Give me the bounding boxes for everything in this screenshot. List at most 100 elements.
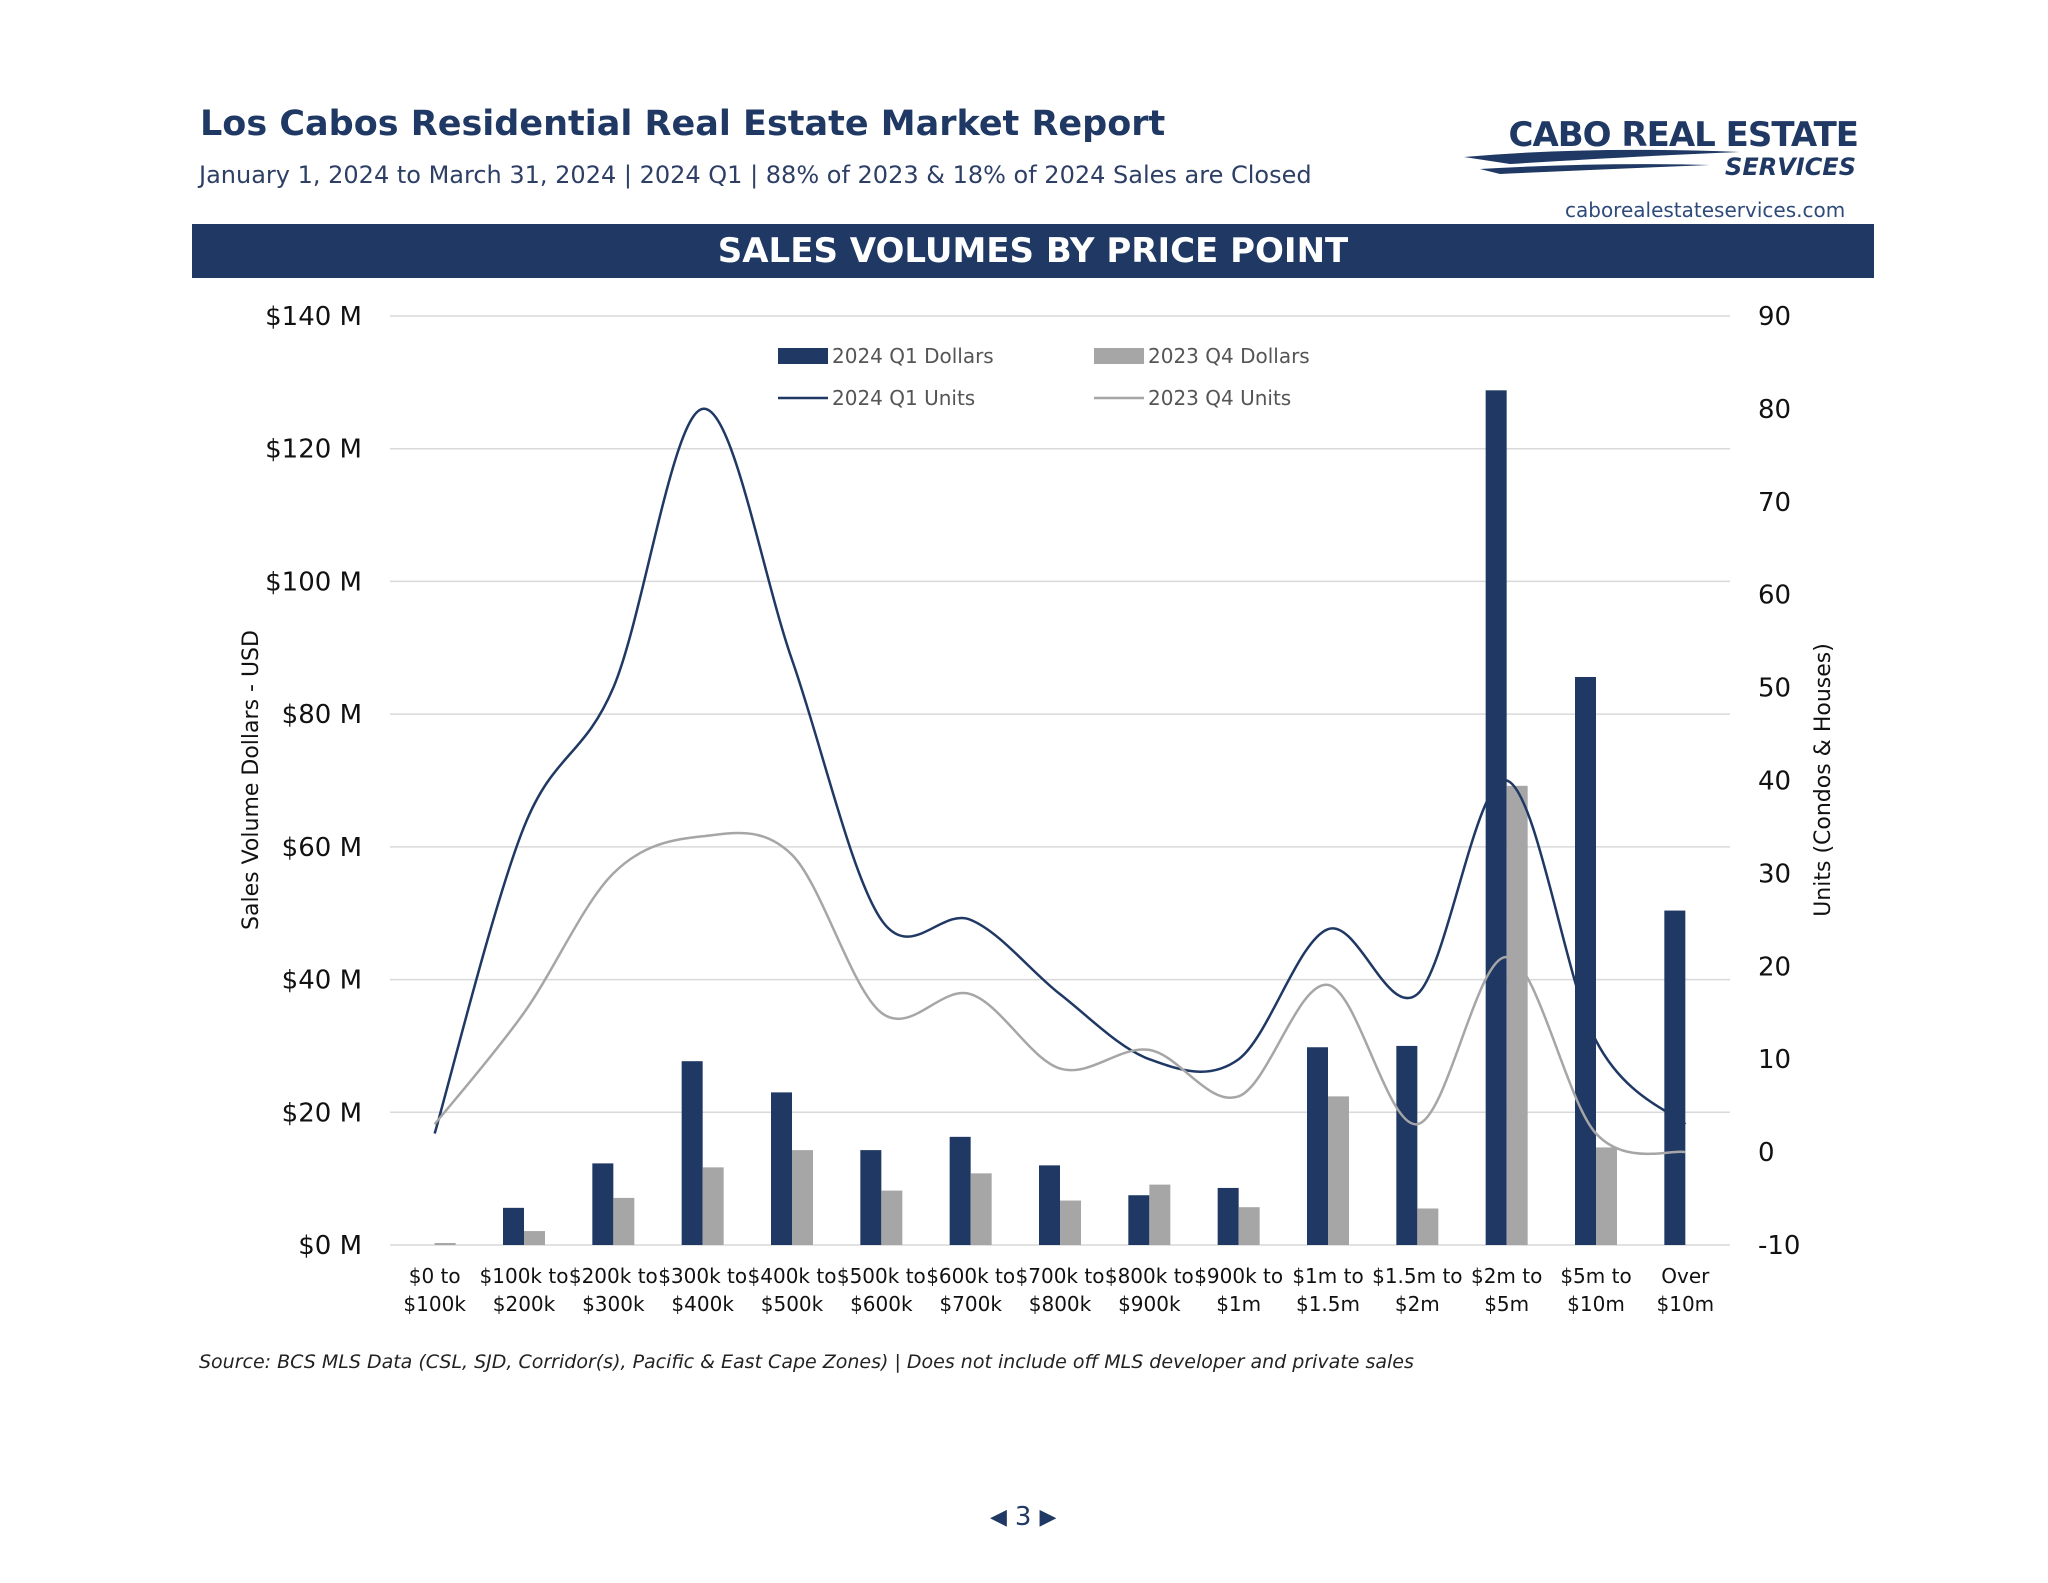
bar-2024-q1-dollars (1128, 1195, 1150, 1245)
bar-2024-q1-dollars (1664, 910, 1686, 1245)
bar-2023-q4-dollars (1596, 1147, 1617, 1245)
bar-2024-q1-dollars (1307, 1047, 1328, 1245)
bar-2023-q4-dollars (434, 1243, 456, 1245)
legend-label-2023-q4-dollars: 2023 Q4 Dollars (1148, 344, 1310, 368)
y-tick-label: $140 M (265, 302, 362, 332)
y-axis-title: Sales Volume Dollars - USD (239, 630, 264, 930)
x-tick-label: $800k to (1105, 1264, 1194, 1288)
x-tick-label: $500k (761, 1292, 824, 1316)
y2-tick-label: 0 (1758, 1138, 1775, 1168)
bar-2023-q4-dollars (524, 1231, 545, 1245)
legend-swatch-2024-q1-dollars (778, 348, 828, 364)
x-tick-label: $5m to (1560, 1264, 1631, 1288)
y-tick-label: $80 M (282, 700, 362, 730)
x-tick-label: $200k to (569, 1264, 658, 1288)
line-2023-q4-units (433, 831, 1686, 1156)
logo-line1: CABO REAL ESTATE (1509, 115, 1859, 155)
x-tick-label: $5m (1484, 1292, 1529, 1316)
bar-2024-q1-dollars (1217, 1187, 1239, 1245)
bar-2024-q1-dollars (771, 1092, 792, 1245)
y-tick-label: $120 M (265, 435, 362, 465)
x-tick-label: $0 to (409, 1264, 461, 1288)
x-tick-label: $900k (1118, 1292, 1181, 1316)
x-tick-label: $400k to (748, 1264, 837, 1288)
bar-2023-q4-dollars (881, 1190, 903, 1245)
website-link[interactable]: caborealestateservices.com (1565, 198, 1846, 222)
report-subtitle: January 1, 2024 to March 31, 2024 | 2024… (199, 161, 1312, 189)
y2-tick-label: 60 (1758, 581, 1791, 611)
report-title: Los Cabos Residential Real Estate Market… (200, 104, 1166, 144)
x-tick-label: $300k (582, 1292, 645, 1316)
x-tick-label: $400k (671, 1292, 734, 1316)
y2-tick-label: -10 (1758, 1231, 1800, 1261)
bar-2024-q1-dollars (1485, 390, 1507, 1245)
y2-axis-title: Units (Condos & Houses) (1811, 643, 1836, 917)
logo-line2: SERVICES (1725, 153, 1856, 181)
legend-label-2024-q1-dollars: 2024 Q1 Dollars (832, 344, 994, 368)
y-tick-label: $40 M (282, 966, 362, 996)
y-tick-label: $60 M (282, 833, 362, 863)
x-tick-label: $10m (1567, 1292, 1625, 1316)
bar-2024-q1-dollars (503, 1207, 524, 1245)
x-tick-label: $100k (403, 1292, 466, 1316)
y-tick-label: $0 M (298, 1231, 362, 1261)
bar-2023-q4-dollars (702, 1167, 724, 1245)
x-tick-label: $100k to (480, 1264, 569, 1288)
y2-tick-label: 50 (1758, 674, 1791, 704)
bar-2024-q1-dollars (860, 1150, 882, 1245)
bar-2023-q4-dollars (1328, 1096, 1349, 1245)
line-2024-q1-units (433, 407, 1687, 1134)
x-tick-label: $200k (493, 1292, 556, 1316)
bar-2023-q4-dollars (792, 1150, 813, 1245)
bar-2023-q4-dollars (1060, 1200, 1081, 1245)
bar-2024-q1-dollars (1396, 1045, 1418, 1245)
x-tick-label: $900k to (1194, 1264, 1283, 1288)
x-tick-label: $2m (1395, 1292, 1440, 1316)
y2-tick-label: 10 (1758, 1045, 1791, 1075)
bar-2023-q4-dollars (1506, 785, 1528, 1245)
x-tick-label: $10m (1657, 1292, 1715, 1316)
y2-tick-label: 30 (1758, 859, 1791, 889)
bar-2023-q4-dollars (613, 1197, 635, 1245)
x-tick-label: $300k to (658, 1264, 747, 1288)
source-note: Source: BCS MLS Data (CSL, SJD, Corridor… (199, 1351, 1414, 1373)
y2-tick-label: 70 (1758, 488, 1791, 518)
y2-tick-label: 40 (1758, 767, 1791, 797)
legend-swatch-2023-q4-dollars (1094, 348, 1144, 364)
y-tick-label: $100 M (265, 567, 362, 597)
x-tick-label: $600k to (926, 1264, 1015, 1288)
bar-2024-q1-dollars (949, 1136, 971, 1245)
bar-2024-q1-dollars (1039, 1165, 1060, 1245)
x-tick-label: $1.5m to (1372, 1264, 1462, 1288)
section-banner: SALES VOLUMES BY PRICE POINT (192, 224, 1874, 278)
y2-tick-label: 90 (1758, 302, 1791, 332)
x-tick-label: $1.5m (1296, 1292, 1360, 1316)
x-tick-label: $700k (939, 1292, 1002, 1316)
next-page-icon[interactable]: ▶ (1039, 1504, 1057, 1530)
x-tick-label: $1m (1216, 1292, 1261, 1316)
bar-2023-q4-dollars (1238, 1207, 1260, 1245)
bar-2023-q4-dollars (1417, 1208, 1439, 1245)
y-tick-label: $20 M (282, 1098, 362, 1128)
x-tick-label: $500k to (837, 1264, 926, 1288)
y2-tick-label: 20 (1758, 952, 1791, 982)
bar-2024-q1-dollars (592, 1163, 614, 1245)
company-logo: CABO REAL ESTATE SERVICES (1464, 115, 1859, 181)
bar-2023-q4-dollars (970, 1173, 992, 1245)
x-tick-label: $2m to (1471, 1264, 1542, 1288)
legend-label-2024-q1-units: 2024 Q1 Units (832, 386, 975, 410)
page-number: 3 (1014, 1502, 1032, 1532)
page-navigator: ◀ 3 ▶ (990, 1502, 1056, 1532)
bar-2024-q1-dollars (681, 1061, 703, 1245)
x-tick-label: Over (1661, 1264, 1710, 1288)
x-tick-label: $800k (1029, 1292, 1092, 1316)
x-tick-label: $700k to (1016, 1264, 1105, 1288)
x-tick-label: $600k (850, 1292, 913, 1316)
prev-page-icon[interactable]: ◀ (990, 1504, 1007, 1530)
bar-2023-q4-dollars (1149, 1184, 1171, 1245)
legend-label-2023-q4-units: 2023 Q4 Units (1148, 386, 1291, 410)
bar-2024-q1-dollars (1575, 676, 1596, 1245)
y2-tick-label: 80 (1758, 395, 1791, 425)
x-tick-label: $1m to (1292, 1264, 1363, 1288)
